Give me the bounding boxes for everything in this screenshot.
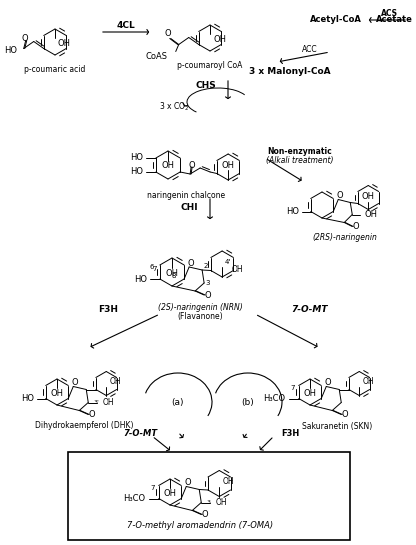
- Text: Non-enzymatic: Non-enzymatic: [267, 148, 332, 156]
- Text: O: O: [325, 378, 332, 387]
- Text: 7-Ο-MT: 7-Ο-MT: [123, 429, 157, 439]
- Text: O: O: [189, 161, 196, 171]
- Text: 7-Ο-methyl aromadendrin (7-OMA): 7-Ο-methyl aromadendrin (7-OMA): [127, 522, 273, 530]
- Text: H₃CO: H₃CO: [264, 394, 286, 403]
- Text: OH: OH: [102, 398, 114, 407]
- Text: HO: HO: [21, 394, 34, 403]
- Text: Acetyl-CoA: Acetyl-CoA: [310, 15, 362, 25]
- Text: (2S)-naringenin (NRN): (2S)-naringenin (NRN): [158, 304, 243, 312]
- Text: CoAS: CoAS: [146, 52, 168, 61]
- Text: 3: 3: [206, 280, 210, 286]
- Text: 4CL: 4CL: [116, 21, 135, 31]
- Text: OH: OH: [50, 389, 64, 397]
- Text: O: O: [205, 290, 211, 300]
- Text: HO: HO: [286, 207, 299, 216]
- Text: OH: OH: [222, 477, 234, 486]
- Text: p-coumaric acid: p-coumaric acid: [24, 65, 86, 75]
- Text: OH: OH: [232, 264, 244, 274]
- Text: 4': 4': [225, 259, 231, 265]
- Text: p-coumaroyl CoA: p-coumaroyl CoA: [177, 62, 243, 70]
- Text: 8: 8: [172, 273, 176, 279]
- Text: ACS: ACS: [381, 9, 398, 19]
- Text: Dihydrokaempferol (DHK): Dihydrokaempferol (DHK): [35, 421, 133, 431]
- Text: 3': 3': [93, 400, 99, 405]
- Text: 7: 7: [290, 385, 295, 391]
- Text: O: O: [185, 478, 192, 487]
- Text: OH: OH: [304, 389, 317, 397]
- Text: O: O: [353, 222, 359, 231]
- Text: OH: OH: [362, 377, 374, 386]
- Text: (a): (a): [172, 397, 184, 407]
- Text: OH: OH: [58, 39, 71, 47]
- Text: OH: OH: [109, 377, 121, 386]
- Text: OH: OH: [215, 498, 227, 507]
- Text: (Alkali treatment): (Alkali treatment): [266, 156, 334, 166]
- Text: 7: 7: [153, 266, 157, 272]
- Text: HO: HO: [130, 154, 143, 162]
- Text: CHI: CHI: [181, 203, 198, 211]
- Text: O: O: [337, 191, 344, 200]
- Text: F3H: F3H: [281, 429, 299, 439]
- Text: Acetate: Acetate: [376, 15, 413, 25]
- Text: HO: HO: [4, 46, 17, 55]
- Text: OH: OH: [166, 269, 178, 278]
- Text: CHS: CHS: [195, 82, 216, 90]
- Text: 3: 3: [206, 500, 210, 505]
- Text: (b): (b): [242, 397, 254, 407]
- Text: OH: OH: [161, 161, 174, 171]
- Text: O: O: [22, 34, 28, 43]
- Text: (2RS)-naringenin: (2RS)-naringenin: [312, 233, 377, 241]
- Text: (Flavanone): (Flavanone): [177, 312, 223, 322]
- Text: O: O: [164, 29, 171, 38]
- Text: O: O: [202, 510, 208, 519]
- Text: F3H: F3H: [98, 306, 118, 314]
- Text: 2: 2: [204, 263, 208, 269]
- Text: H₃CO: H₃CO: [124, 494, 146, 503]
- Text: 6: 6: [150, 264, 154, 270]
- Text: O: O: [188, 258, 194, 268]
- Text: 3 x Malonyl-CoA: 3 x Malonyl-CoA: [249, 68, 331, 76]
- Text: ACC: ACC: [302, 45, 318, 54]
- Text: 7: 7: [151, 486, 155, 492]
- Text: HO: HO: [134, 275, 147, 283]
- Text: O: O: [72, 378, 79, 387]
- Text: OH: OH: [213, 34, 226, 44]
- Text: HO: HO: [130, 167, 143, 177]
- Text: OH: OH: [362, 192, 375, 201]
- FancyBboxPatch shape: [68, 452, 350, 540]
- Text: OH: OH: [163, 488, 176, 498]
- Text: O: O: [89, 410, 96, 419]
- Text: naringenin chalcone: naringenin chalcone: [147, 191, 225, 199]
- Text: 3 x CO$_2$: 3 x CO$_2$: [159, 101, 189, 113]
- Text: O: O: [342, 410, 349, 419]
- Text: 7-Ο-MT: 7-Ο-MT: [292, 305, 328, 313]
- Text: Sakuranetin (SKN): Sakuranetin (SKN): [302, 421, 372, 431]
- Text: OH: OH: [222, 160, 235, 169]
- Text: OH: OH: [364, 210, 377, 219]
